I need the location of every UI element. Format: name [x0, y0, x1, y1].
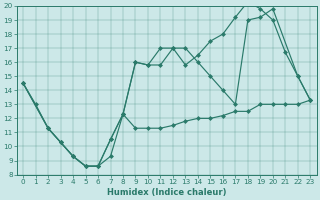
- X-axis label: Humidex (Indice chaleur): Humidex (Indice chaleur): [107, 188, 227, 197]
